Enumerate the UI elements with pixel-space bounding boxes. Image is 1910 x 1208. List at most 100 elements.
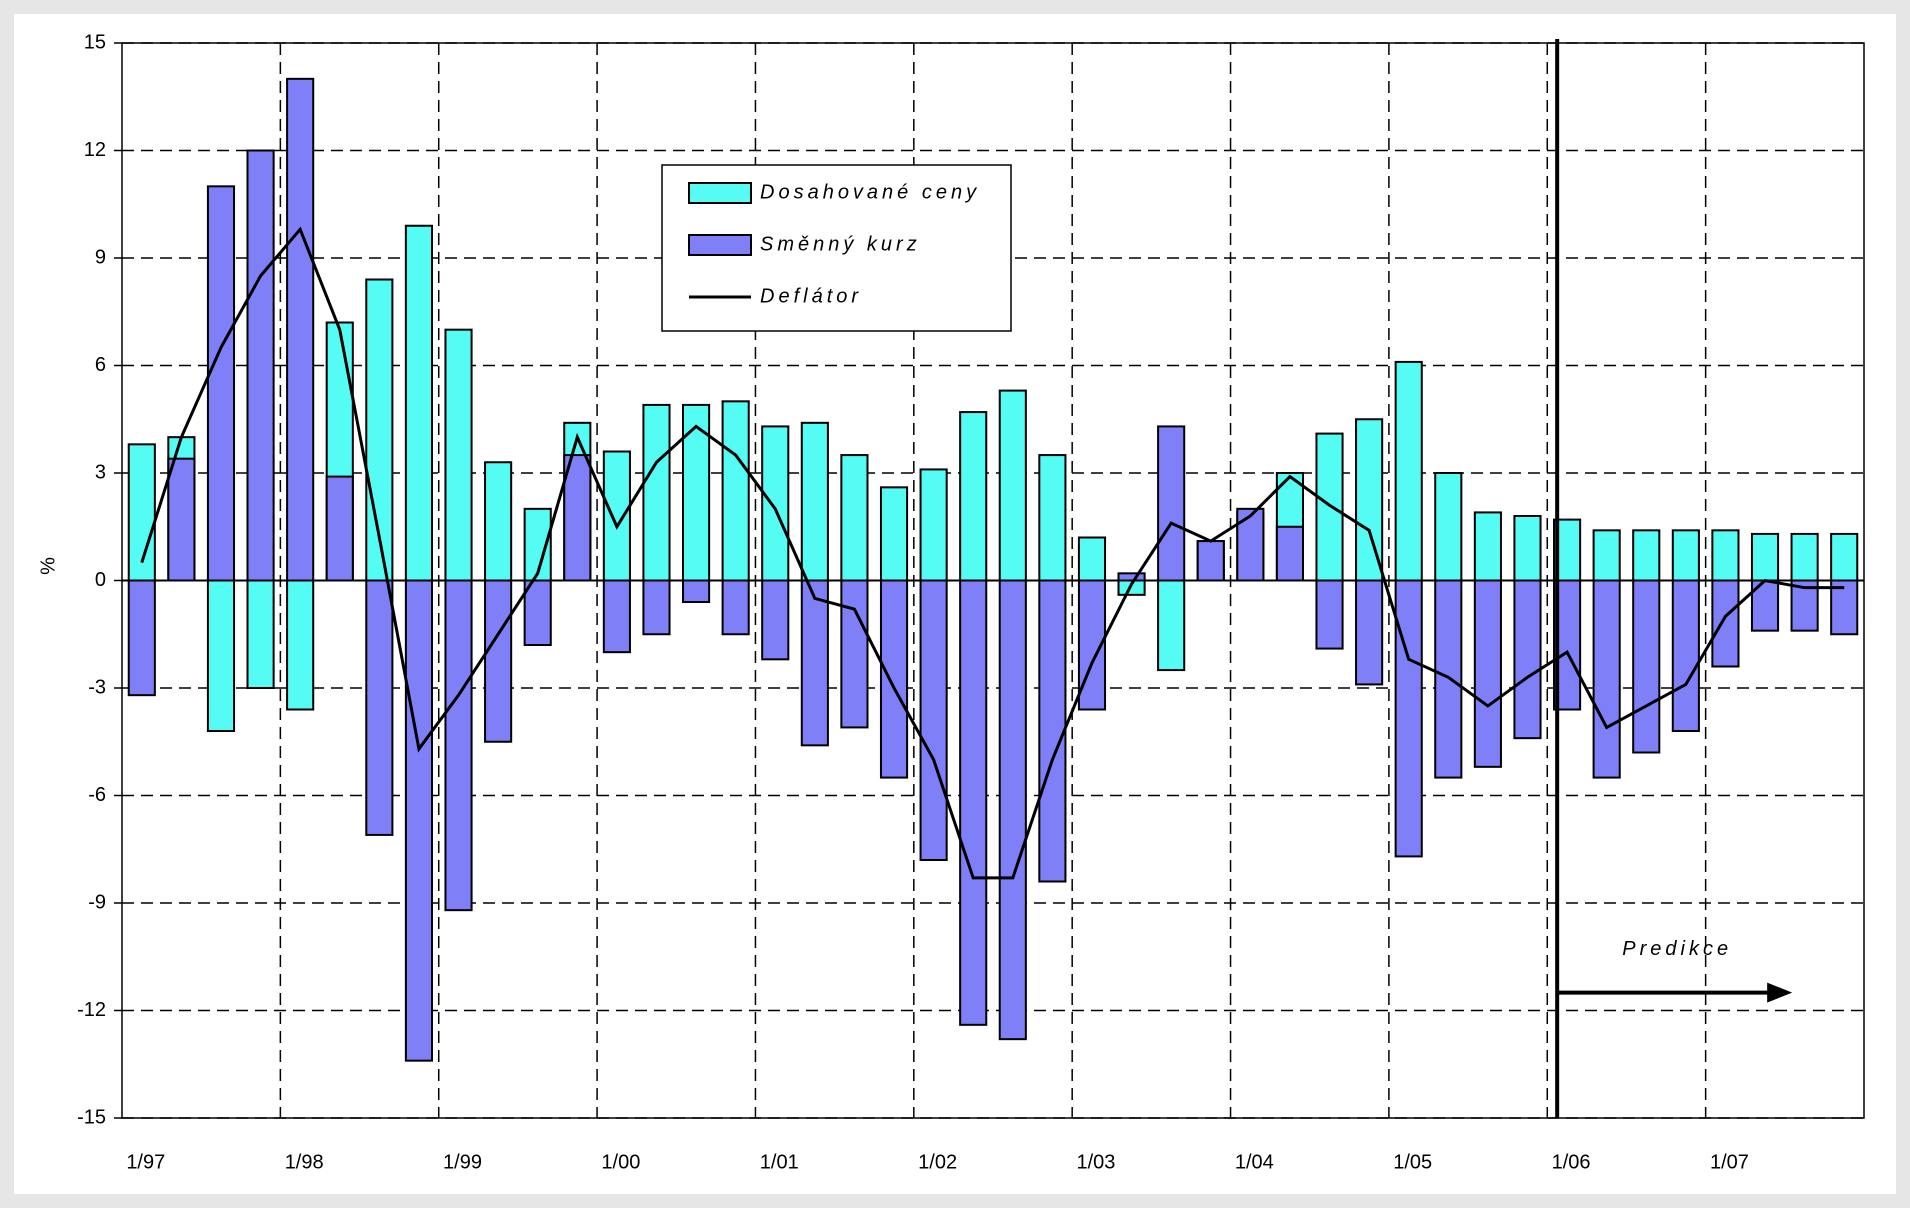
bar xyxy=(404,579,433,1062)
y-tick-label: 6 xyxy=(95,354,106,376)
bar xyxy=(1711,529,1740,582)
bar xyxy=(721,579,750,636)
bar xyxy=(523,579,552,646)
bar xyxy=(919,468,948,582)
y-tick-label: -9 xyxy=(88,891,106,913)
bar xyxy=(1750,532,1780,582)
bar xyxy=(444,328,473,582)
bar xyxy=(1038,454,1067,582)
bar xyxy=(246,149,275,582)
bar xyxy=(1315,579,1344,650)
bar xyxy=(1117,572,1146,582)
bar xyxy=(1236,507,1265,582)
line xyxy=(140,226,1845,880)
bar xyxy=(1355,579,1384,686)
bar xyxy=(127,579,156,697)
legend-label: Dosahované ceny xyxy=(760,181,980,203)
bar xyxy=(286,579,315,711)
x-tick-label: 1/06 xyxy=(1552,1151,1591,1173)
bar xyxy=(1513,515,1542,582)
arrow-head xyxy=(1767,982,1793,1003)
bar xyxy=(1632,579,1661,754)
bar xyxy=(1671,579,1700,732)
bar xyxy=(1315,432,1344,582)
bar xyxy=(998,579,1027,1041)
bar xyxy=(998,389,1027,582)
bar xyxy=(1711,579,1740,668)
y-tick-label: 9 xyxy=(95,246,106,268)
bar xyxy=(1077,536,1107,582)
bar xyxy=(1434,472,1463,582)
bar xyxy=(642,403,671,582)
bar xyxy=(1592,529,1621,582)
x-tick-label: 1/98 xyxy=(285,1151,324,1173)
bar xyxy=(1275,525,1304,582)
bar xyxy=(1157,579,1186,672)
y-tick-label: 3 xyxy=(95,461,106,483)
bar xyxy=(484,461,513,582)
legend-label: Směnný kurz xyxy=(760,233,921,255)
bar xyxy=(206,185,236,582)
bar xyxy=(1790,532,1819,582)
bar xyxy=(325,475,354,582)
bar xyxy=(1196,540,1225,582)
bar xyxy=(286,77,315,582)
bar xyxy=(246,579,275,689)
bar xyxy=(1632,529,1661,582)
y-tick-label: -12 xyxy=(77,999,106,1021)
bar xyxy=(721,400,750,582)
x-tick-label: 1/00 xyxy=(601,1151,640,1173)
y-axis-label: % xyxy=(37,557,59,575)
x-tick-label: 1/97 xyxy=(126,1151,165,1173)
bar xyxy=(682,579,711,603)
bar xyxy=(800,579,829,747)
x-tick-label: 1/07 xyxy=(1710,1151,1749,1173)
bar xyxy=(840,579,869,729)
annotation: Predikce xyxy=(1622,938,1732,960)
bar xyxy=(761,425,790,582)
legend-swatch xyxy=(688,182,752,204)
bar xyxy=(602,450,631,582)
legend-label: Deflátor xyxy=(760,285,862,307)
bar xyxy=(1394,579,1423,858)
bar xyxy=(840,454,869,582)
bar xyxy=(1473,511,1502,582)
bar xyxy=(959,411,988,582)
bar xyxy=(365,579,394,836)
bar xyxy=(1038,579,1067,883)
x-tick-label: 1/02 xyxy=(918,1151,957,1173)
y-tick-label: 15 xyxy=(84,31,106,53)
bar xyxy=(1830,579,1859,636)
y-tick-label: 12 xyxy=(84,139,106,161)
bar xyxy=(919,579,948,861)
bar xyxy=(167,457,196,582)
bar xyxy=(404,224,433,582)
x-tick-label: 1/01 xyxy=(760,1151,799,1173)
y-tick-label: 0 xyxy=(95,569,106,591)
y-tick-label: -3 xyxy=(88,676,106,698)
bar xyxy=(879,579,909,779)
x-tick-label: 1/04 xyxy=(1235,1151,1274,1173)
y-tick-label: -6 xyxy=(88,784,106,806)
bar xyxy=(602,579,631,654)
bar xyxy=(761,579,790,661)
y-tick-label: -15 xyxy=(77,1106,106,1128)
bar xyxy=(1830,532,1859,582)
x-tick-label: 1/05 xyxy=(1393,1151,1432,1173)
bar xyxy=(484,579,513,743)
bar xyxy=(1473,579,1502,768)
bar xyxy=(1671,529,1700,582)
bar xyxy=(800,421,829,582)
bar xyxy=(1592,579,1621,779)
x-tick-label: 1/99 xyxy=(443,1151,482,1173)
x-tick-label: 1/03 xyxy=(1077,1151,1116,1173)
bar xyxy=(642,579,671,636)
bar xyxy=(959,579,988,1026)
bar xyxy=(879,486,909,582)
bar xyxy=(206,579,236,732)
bar xyxy=(1394,360,1423,582)
bar xyxy=(444,579,473,912)
legend-swatch xyxy=(688,234,752,256)
bar xyxy=(1157,425,1186,582)
